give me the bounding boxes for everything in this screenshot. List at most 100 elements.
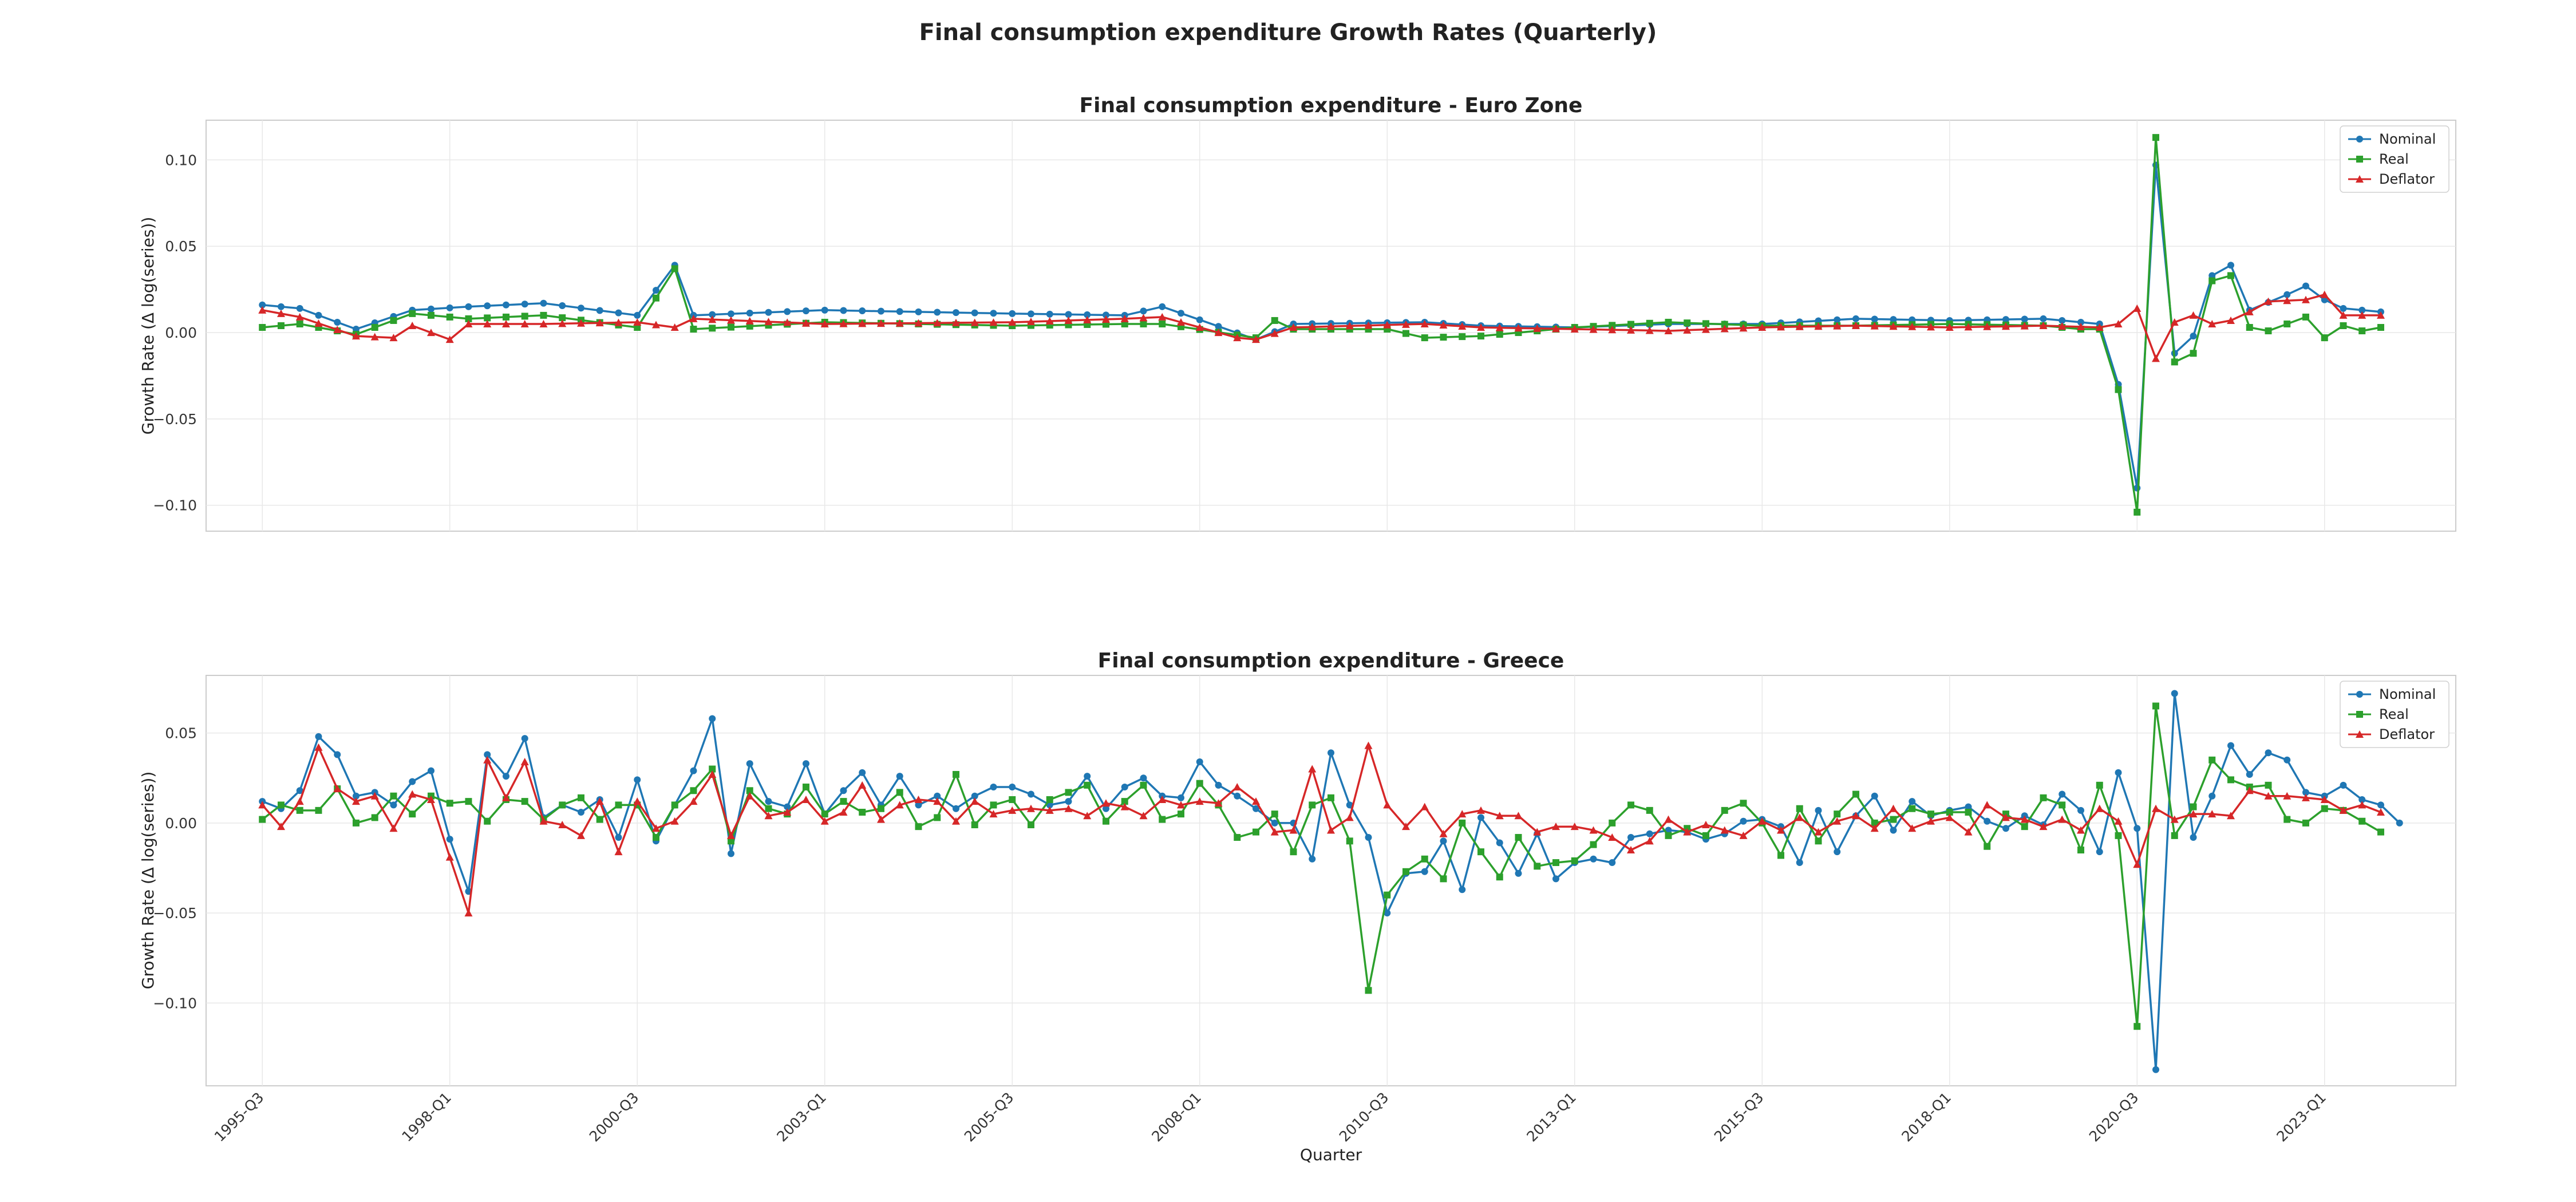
x-tick-label: 1995-Q3 bbox=[211, 1089, 267, 1145]
data-point-deflator bbox=[1889, 804, 1898, 812]
data-point-nominal bbox=[1627, 834, 1634, 841]
data-point-nominal bbox=[1646, 830, 1653, 837]
data-point-real bbox=[859, 809, 866, 816]
data-point-deflator bbox=[2114, 817, 2123, 825]
data-point-deflator bbox=[539, 817, 548, 825]
data-point-real bbox=[1515, 834, 1522, 841]
data-point-real bbox=[1609, 322, 1616, 329]
legend-label-deflator: Deflator bbox=[2379, 171, 2435, 187]
data-point-real bbox=[2246, 324, 2253, 331]
data-point-nominal bbox=[2340, 781, 2347, 789]
data-point-nominal bbox=[859, 769, 866, 776]
data-point-deflator bbox=[614, 318, 623, 326]
data-point-deflator bbox=[370, 792, 379, 800]
data-point-nominal bbox=[1965, 803, 1972, 810]
data-point-deflator bbox=[1870, 824, 1879, 832]
data-point-deflator bbox=[2358, 311, 2366, 319]
data-point-real bbox=[1665, 832, 1672, 839]
data-point-deflator bbox=[2039, 322, 2048, 329]
data-point-real bbox=[1253, 828, 1259, 836]
data-point-deflator bbox=[2077, 323, 2085, 331]
data-point-real bbox=[915, 823, 922, 831]
data-point-nominal bbox=[2227, 742, 2234, 749]
data-point-deflator bbox=[595, 797, 604, 805]
data-point-nominal bbox=[2396, 819, 2403, 827]
x-tick-labels: 1995-Q3 1998-Q1 2000-Q3 2003-Q1 2005-Q3 2008-… bbox=[211, 1089, 2329, 1145]
data-point-deflator bbox=[1027, 804, 1035, 812]
data-point-nominal bbox=[1984, 817, 1991, 825]
data-point-deflator bbox=[2170, 815, 2179, 823]
data-point-deflator bbox=[1852, 322, 1860, 329]
data-point-deflator bbox=[2377, 808, 2385, 816]
data-point-deflator bbox=[689, 797, 698, 805]
data-point-deflator bbox=[445, 853, 454, 861]
data-point-nominal bbox=[2171, 690, 2178, 697]
data-point-deflator bbox=[2020, 322, 2029, 330]
data-point-nominal bbox=[728, 310, 734, 318]
data-point-nominal bbox=[1796, 859, 1803, 867]
data-point-deflator bbox=[1402, 320, 1410, 328]
data-point-deflator bbox=[2039, 823, 2048, 831]
y-tick-label: 0.05 bbox=[165, 238, 197, 255]
data-point-real bbox=[2227, 776, 2234, 784]
data-point-real bbox=[465, 798, 472, 805]
data-point-deflator bbox=[970, 318, 979, 326]
data-point-deflator bbox=[1720, 325, 1729, 333]
data-point-nominal bbox=[1890, 316, 1897, 323]
data-point-real bbox=[1159, 816, 1166, 823]
data-point-nominal bbox=[2059, 790, 2066, 798]
data-point-deflator bbox=[1327, 322, 1335, 330]
data-point-real bbox=[521, 798, 528, 805]
data-point-real bbox=[1459, 333, 1466, 341]
data-point-deflator bbox=[2133, 304, 2142, 312]
data-point-real bbox=[1440, 875, 1447, 883]
data-point-deflator bbox=[989, 810, 998, 818]
data-point-nominal bbox=[334, 318, 341, 326]
data-point-deflator bbox=[558, 319, 567, 327]
legend-label-nominal: Nominal bbox=[2379, 131, 2436, 147]
data-point-deflator bbox=[314, 319, 323, 327]
data-point-deflator bbox=[2227, 316, 2235, 324]
data-point-deflator bbox=[520, 319, 529, 327]
legend-entry-nominal: Nominal bbox=[2348, 686, 2436, 702]
data-point-real bbox=[484, 817, 491, 825]
data-point-nominal bbox=[915, 801, 922, 809]
data-point-deflator bbox=[1195, 797, 1204, 805]
data-point-deflator bbox=[1364, 741, 1373, 749]
data-point-real bbox=[2265, 781, 2272, 789]
data-point-deflator bbox=[727, 316, 735, 324]
data-point-nominal bbox=[296, 305, 303, 312]
data-point-deflator bbox=[952, 817, 960, 825]
data-point-deflator bbox=[333, 785, 342, 793]
data-point-deflator bbox=[1008, 318, 1017, 326]
data-point-deflator bbox=[2320, 795, 2329, 803]
data-point-deflator bbox=[1889, 322, 1898, 330]
data-point-nominal bbox=[296, 787, 303, 794]
data-point-deflator bbox=[914, 319, 923, 327]
data-point-deflator bbox=[839, 808, 848, 816]
data-point-real bbox=[2152, 134, 2159, 141]
data-point-real bbox=[746, 322, 753, 330]
data-point-deflator bbox=[577, 831, 585, 839]
data-point-deflator bbox=[1814, 828, 1823, 836]
data-point-nominal bbox=[1309, 855, 1316, 863]
data-point-nominal bbox=[1065, 798, 1072, 805]
data-point-real bbox=[1196, 780, 1203, 787]
data-point-real bbox=[521, 313, 528, 320]
data-point-deflator bbox=[670, 817, 679, 825]
data-point-deflator bbox=[1289, 826, 1298, 834]
data-point-deflator bbox=[1983, 322, 1992, 330]
data-point-deflator bbox=[2339, 806, 2348, 814]
data-point-nominal bbox=[2077, 318, 2084, 326]
data-point-deflator bbox=[333, 326, 342, 334]
data-point-nominal bbox=[971, 309, 978, 317]
data-point-nominal bbox=[2377, 801, 2384, 809]
data-point-deflator bbox=[1308, 323, 1317, 331]
data-point-nominal bbox=[446, 304, 453, 311]
data-point-real bbox=[821, 810, 828, 818]
data-point-real bbox=[803, 783, 809, 790]
data-point-deflator bbox=[1833, 322, 1842, 330]
data-point-nominal bbox=[2208, 792, 2216, 800]
data-point-deflator bbox=[1683, 828, 1692, 836]
data-point-nominal bbox=[1215, 323, 1222, 330]
